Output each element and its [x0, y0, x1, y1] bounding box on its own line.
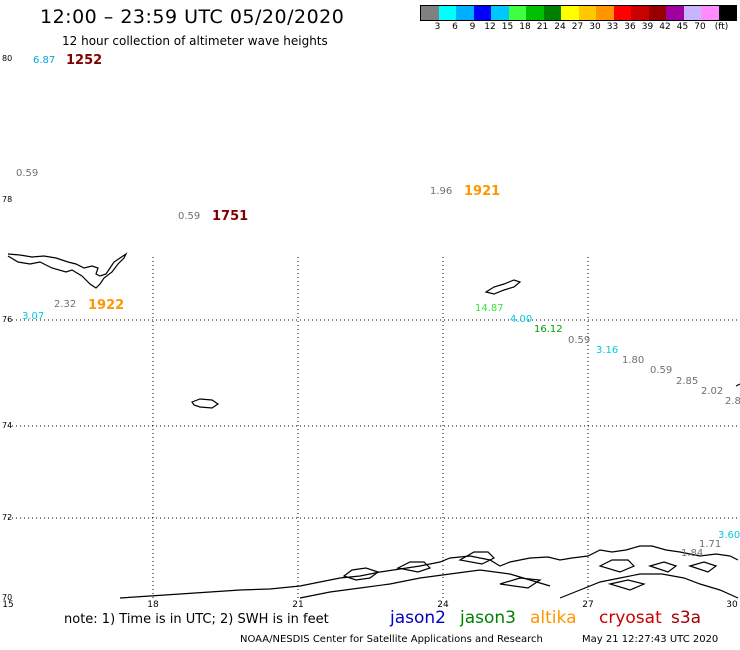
fjord-coast-h: [499, 577, 542, 589]
legend-swatch: [508, 6, 526, 20]
pass-time-label: 1252: [66, 53, 103, 68]
longitude-label: 15: [2, 600, 14, 610]
legend-swatch: [491, 6, 509, 20]
fjord-coast-e: [598, 559, 636, 573]
longitude-label: 30: [726, 600, 738, 610]
wave-height-value: 0.59: [16, 168, 39, 179]
wave-height-value: 3.60: [718, 530, 740, 541]
fjord-coast-a: [299, 569, 551, 599]
wave-height-value: 3.16: [596, 345, 619, 356]
page-subtitle: 12 hour collection of altimeter wave hei…: [62, 34, 328, 48]
wave-height-value: 3.07: [22, 311, 45, 322]
fjord-coast-c: [396, 561, 432, 573]
wave-height-value: 1.96: [430, 186, 453, 197]
legend-label: 3: [434, 22, 441, 32]
satellite-name: jason3: [460, 608, 516, 628]
wave-height-value: 1.84: [681, 548, 704, 559]
franz-josef-island: [484, 279, 522, 295]
legend-label: 6: [452, 22, 458, 32]
wave-height-value: 2.32: [54, 299, 77, 310]
legend-label: 33: [606, 22, 619, 32]
wave-height-value: 14.87: [475, 303, 504, 314]
longitude-label: 18: [147, 600, 159, 610]
wave-height-value: 0.59: [568, 335, 591, 346]
legend-swatch: [438, 6, 456, 20]
bear-island-coast: [191, 398, 220, 409]
legend-swatch: [596, 6, 614, 20]
footer-note: note: 1) Time is in UTC; 2) SWH is in fe…: [64, 612, 329, 627]
legend-swatch: [683, 6, 701, 20]
wave-height-value: 16.12: [534, 324, 563, 335]
legend-label: 45: [676, 22, 689, 32]
wave-height-value: 0.59: [650, 365, 673, 376]
legend-label: 39: [641, 22, 654, 32]
legend-label: 70: [694, 22, 706, 32]
grid-lines: [8, 257, 740, 598]
longitude-label: 27: [582, 600, 594, 610]
latitude-label: 74: [2, 421, 13, 430]
legend-label: 27: [571, 22, 584, 32]
legend-swatch: [421, 6, 439, 20]
legend-label: 9: [469, 22, 476, 32]
wave-height-value: 4.00: [510, 314, 533, 325]
fjord-coast-g: [687, 561, 718, 573]
legend-label: 24: [554, 22, 566, 32]
fjord-coast-f: [647, 561, 678, 573]
wave-height-value: 1.80: [622, 355, 645, 366]
legend-label: 42: [659, 22, 671, 32]
legend-swatch: [631, 6, 649, 20]
pass-time-label: 1922: [88, 298, 125, 313]
norway-coast: [119, 545, 739, 599]
wave-height-value: 1.71: [699, 539, 722, 550]
satellite-name: cryosat: [599, 608, 662, 628]
fjord-coast-b: [342, 567, 380, 581]
legend-label: 18: [519, 22, 531, 32]
wave-height-value: 2.85: [676, 376, 699, 387]
longitude-label: 24: [437, 600, 449, 610]
legend-swatch: [456, 6, 474, 20]
legend-label: 12: [484, 22, 496, 32]
legend-swatch: [526, 6, 544, 20]
legend-swatch: [648, 6, 666, 20]
legend-swatch: [701, 6, 719, 20]
longitude-label: 21: [292, 600, 304, 610]
legend-swatch: [718, 6, 736, 20]
legend-label: 15: [501, 22, 514, 32]
latitude-label: 72: [2, 513, 13, 522]
pass-time-label: 1751: [212, 209, 249, 224]
fjord-coast-i: [607, 579, 646, 591]
color-legend: [420, 5, 737, 21]
wave-height-value: 0.59: [178, 211, 201, 222]
latitude-label: 78: [2, 195, 13, 204]
east-coast-mark: [735, 383, 740, 387]
legend-swatch: [561, 6, 579, 20]
legend-swatch: [578, 6, 596, 20]
credit-line: NOAA/NESDIS Center for Satellite Applica…: [240, 634, 543, 645]
legend-swatch: [473, 6, 491, 20]
fjord-coast-d: [458, 551, 496, 565]
page-title: 12:00 – 23:59 UTC 05/20/2020: [40, 6, 345, 28]
satellite-name: s3a: [671, 608, 702, 628]
satellite-name: jason2: [390, 608, 446, 628]
wave-height-value: 2.02: [701, 386, 724, 397]
svalbard-coast: [7, 252, 128, 289]
latitude-label: 70: [2, 593, 13, 602]
legend-swatch: [666, 6, 684, 20]
latitude-label: 80: [2, 54, 13, 63]
wave-height-value: 2.8: [725, 396, 740, 407]
coastline: [7, 252, 740, 599]
legend-swatch: [543, 6, 561, 20]
legend-swatch: [613, 6, 631, 20]
legend-label: 21: [536, 22, 549, 32]
latitude-label: 76: [2, 315, 13, 324]
pass-time-label: 1921: [464, 184, 501, 199]
satellite-name: altika: [530, 608, 577, 628]
generated-timestamp: May 21 12:27:43 UTC 2020: [582, 634, 719, 645]
legend-label: 36: [624, 22, 636, 32]
kola-coast: [559, 573, 739, 599]
legend-label: 30: [589, 22, 601, 32]
legend-label: (ft): [714, 22, 729, 32]
wave-height-value: 6.87: [33, 55, 56, 66]
